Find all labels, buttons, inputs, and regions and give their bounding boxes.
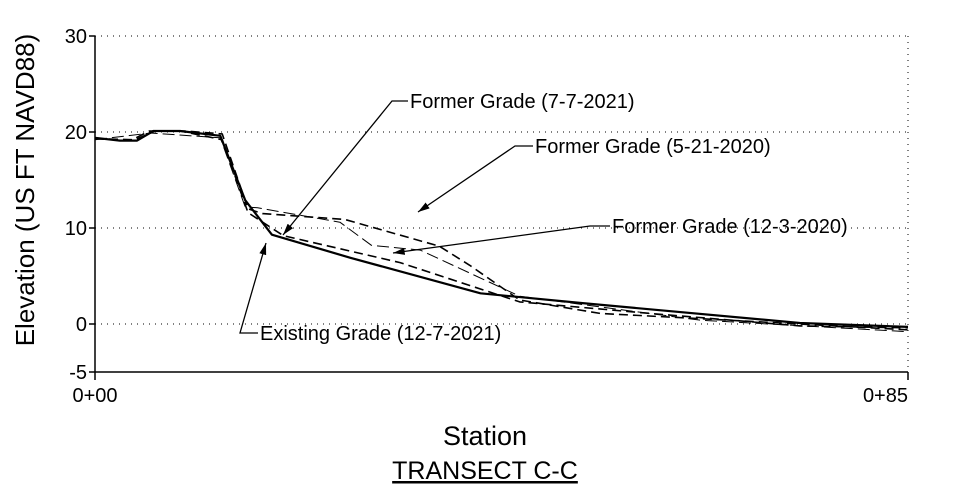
y-tick-label: 10 bbox=[65, 218, 87, 240]
y-axis-label: Elevation (US FT NAVD88) bbox=[10, 34, 40, 347]
callout-label: Former Grade (5-21-2020) bbox=[535, 136, 771, 158]
series-line bbox=[94, 132, 909, 333]
chart-title: TRANSECT C-C bbox=[392, 457, 578, 485]
series-line bbox=[94, 130, 909, 331]
x-axis-label: Station bbox=[443, 421, 527, 451]
callout-leader bbox=[417, 145, 533, 213]
series-line bbox=[94, 130, 909, 329]
x-tick-label: 0+85 bbox=[863, 385, 908, 407]
y-tick-label: -5 bbox=[69, 362, 87, 384]
callout-leader bbox=[392, 225, 610, 255]
callout-label: Former Grade (12-3-2020) bbox=[612, 216, 848, 238]
x-tick-label: 0+00 bbox=[72, 385, 117, 407]
y-tick-label: 0 bbox=[76, 314, 87, 336]
callout-label: Existing Grade (12-7-2021) bbox=[260, 323, 501, 345]
callout-leader bbox=[282, 100, 408, 236]
y-tick-label: 20 bbox=[65, 122, 87, 144]
callout-leader bbox=[239, 242, 267, 334]
callout-label: Former Grade (7-7-2021) bbox=[410, 91, 635, 113]
y-tick-label: 30 bbox=[65, 26, 87, 48]
